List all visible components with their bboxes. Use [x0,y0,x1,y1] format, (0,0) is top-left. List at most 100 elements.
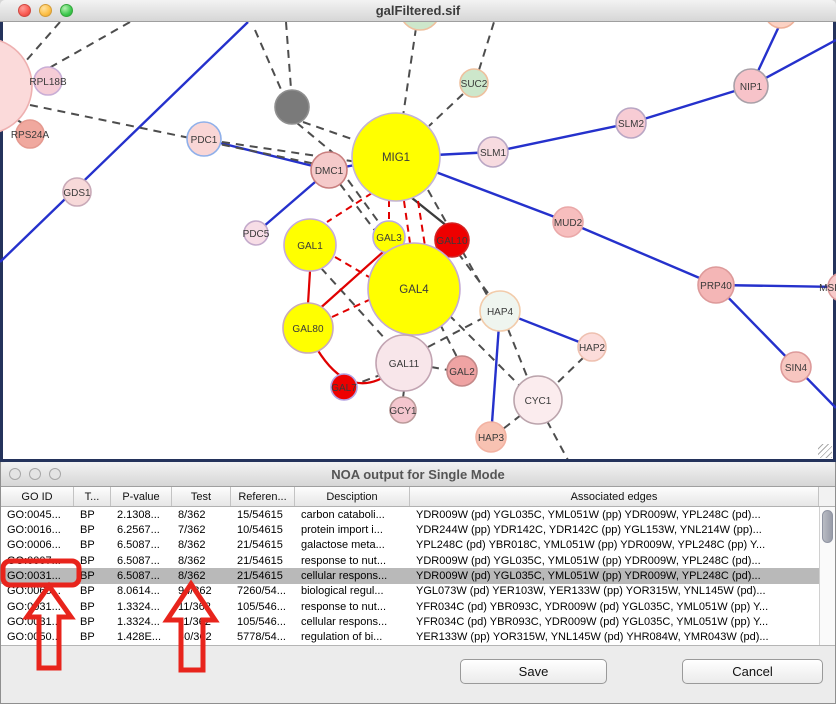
node-GAL7[interactable] [330,373,358,401]
network-graph: RPL18B RPS24A GDS1 PDC1 DMC1 MIG1 SUC2 SLM1 SLM2… [0,22,836,459]
cell-associated-edges: YDR009W (pd) YGL035C, YML051W (pp) YDR00… [416,554,761,567]
edge-red [306,270,312,305]
edge-dash [546,420,569,459]
table-row-6[interactable]: GO:0065... BP 8.0614... 94/362 7260/54... bio… [1,584,819,599]
node-RPL18B[interactable] [33,66,63,96]
cell-referen: 7260/54... [237,585,286,598]
cell-test: 8/362 [178,508,206,521]
node-RPS24A[interactable] [15,119,45,149]
node-PDC1[interactable] [186,121,222,157]
node-label-PRP40: PRP40 [700,281,732,292]
node-label-RPL18B: RPL18B [29,77,67,88]
minimize-button[interactable] [39,4,52,17]
cell-test: 11/362 [178,615,211,628]
table-header-row: GO ID T... P-value Test Referen... Desciption… [1,487,835,507]
node-GAL11[interactable] [375,334,433,392]
minimize-button[interactable] [29,468,41,480]
column-header-t[interactable]: T... [74,487,111,506]
node-label-GAL80: GAL80 [292,324,324,335]
node-label-SUC2: SUC2 [461,79,488,90]
zoom-button[interactable] [49,468,61,480]
column-header-referen[interactable]: Referen... [231,487,295,506]
cell-associated-edges: YFR034C (pd) YBR093C, YDR009W (pd) YGL03… [416,615,769,628]
column-header-p-value[interactable]: P-value [111,487,172,506]
node-unlabeled[interactable] [0,38,33,134]
close-button[interactable] [9,468,21,480]
node-GAL10[interactable] [434,222,470,258]
node-GAL2[interactable] [446,355,478,387]
node-GAL1[interactable] [283,218,337,272]
table-row-3[interactable]: GO:0006... BP 6.5087... 8/362 21/54615 galact… [1,538,819,553]
node-label-SLM2: SLM2 [618,119,645,130]
cell-referen: 21/54615 [237,554,283,567]
edge-dash [24,22,61,63]
zoom-button[interactable] [60,4,73,17]
cell-p-value: 6.2567... [117,523,160,536]
table-row-1[interactable]: GO:0045... BP 2.1308... 8/362 15/54615 carbon… [1,507,819,522]
node-label-NIP1: NIP1 [740,82,763,93]
cell-associated-edges: YDR009W (pd) YGL035C, YML051W (pp) YDR00… [416,569,761,582]
node-DMC1[interactable] [310,151,348,189]
node-label-HAP3: HAP3 [478,433,505,444]
cancel-button[interactable]: Cancel [682,659,823,684]
cell-t: BP [80,631,95,644]
noa-output-window: NOA output for Single Mode GO ID T... P-va… [0,462,836,704]
edge-blue [715,283,836,289]
resize-grip[interactable] [818,444,832,458]
table-row-8[interactable]: GO:0031... BP 1.3324... 11/362 105/546... cel… [1,614,819,629]
edge-dash [302,121,367,145]
column-header-associated-edges[interactable]: Associated edges [410,487,819,506]
network-window: galFiltered.sif RPL18B RPS24A GDS1 PDC1 DMC1… [0,0,836,462]
node-HAP2[interactable] [577,332,607,362]
node-label-HAP2: HAP2 [579,343,606,354]
node-MIG1[interactable] [351,112,441,202]
node-SLM1[interactable] [477,136,509,168]
node-PDC5[interactable] [243,220,269,246]
node-PRP40[interactable] [697,266,735,304]
cell-test: 8/362 [178,539,206,552]
cell-t: BP [80,569,95,582]
cell-desciption: regulation of bi... [301,631,383,644]
cell-test: 80/362 [178,631,212,644]
edge-dash [402,27,417,117]
node-unlabeled[interactable] [765,22,797,29]
node-GAL4[interactable] [367,242,461,336]
node-NIP1[interactable] [733,68,769,104]
node-SIN4[interactable] [780,351,812,383]
node-GAL80[interactable] [282,302,334,354]
network-canvas[interactable]: RPL18B RPS24A GDS1 PDC1 DMC1 MIG1 SUC2 SLM1 SLM2… [0,22,836,462]
column-header-desciption[interactable]: Desciption [295,487,410,506]
column-header-test[interactable]: Test [172,487,231,506]
node-GDS1[interactable] [62,177,92,207]
edge-reddash [326,192,373,223]
node-label-MIG1: MIG1 [382,152,410,164]
table-row-5-selected[interactable]: GO:0031... BP 6.5087... 8/362 21/54615 cellul… [1,568,819,584]
table-row-7[interactable]: GO:0031... BP 1.3324... 11/362 105/546... res… [1,599,819,614]
scrollbar-thumb[interactable] [822,510,833,543]
vertical-scrollbar[interactable] [819,507,835,645]
cell-associated-edges: YPL248C (pd) YBR018C, YML051W (pp) YDR00… [416,539,766,552]
edge-dash [29,104,336,169]
close-button[interactable] [18,4,31,17]
network-window-title: galFiltered.sif [375,3,461,18]
column-header-go-id[interactable]: GO ID [1,487,74,506]
node-MSI[interactable] [827,273,836,301]
table-row-9[interactable]: GO:0050... BP 1.428E... 80/362 5778/54... reg… [1,630,819,645]
cell-desciption: response to nut... [301,554,386,567]
node-unlabeled[interactable] [274,89,310,125]
node-SUC2[interactable] [459,68,489,98]
table-row-4[interactable]: GO:0007... BP 6.5087... 8/362 21/54615 respon… [1,553,819,568]
node-label-GAL7: GAL7 [331,383,357,394]
save-button[interactable]: Save [460,659,607,684]
node-SLM2[interactable] [615,107,647,139]
edge-dash [41,22,131,73]
edge-dash [457,252,492,298]
table-row-2[interactable]: GO:0016... BP 6.2567... 7/362 10/54615 protei… [1,522,819,537]
node-CYC1[interactable] [513,375,563,425]
node-MUD2[interactable] [552,206,584,238]
node-HAP4[interactable] [479,290,521,332]
node-unlabeled[interactable] [400,22,440,31]
cell-test: 94/362 [178,585,212,598]
node-HAP3[interactable] [475,421,507,453]
node-GCY1[interactable] [389,396,417,424]
